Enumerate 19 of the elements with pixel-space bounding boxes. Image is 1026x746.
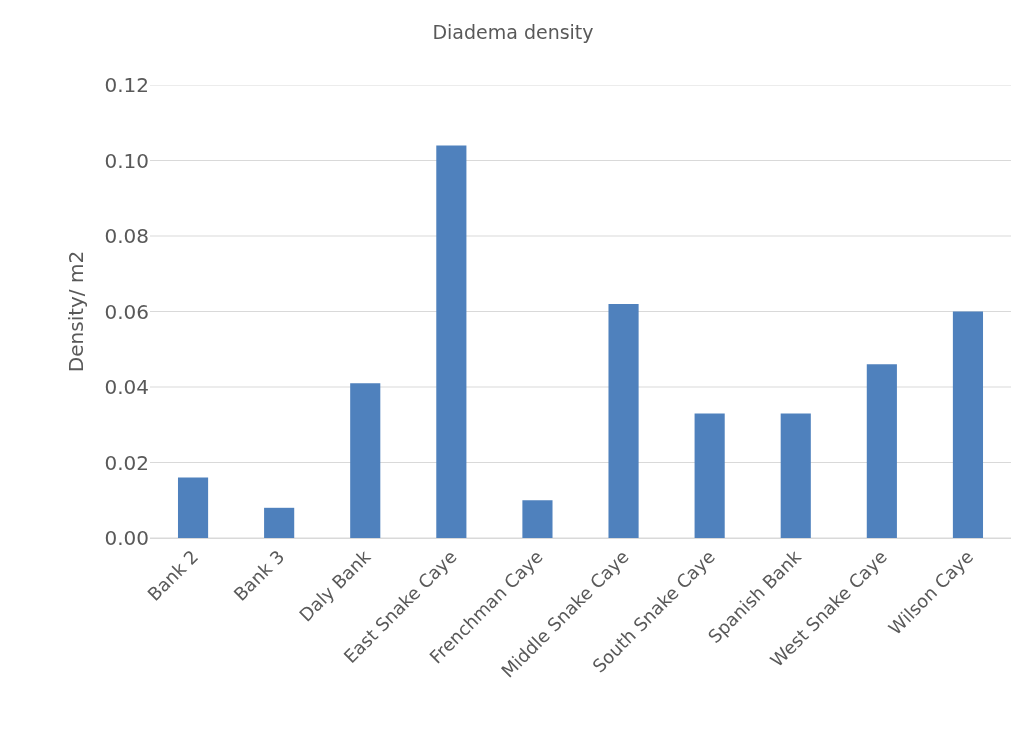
bar — [608, 303, 639, 538]
chart-title: Diadema density — [432, 21, 594, 44]
y-tick-label: 0.10 — [104, 148, 149, 173]
bar — [694, 413, 725, 538]
y-tick-label: 0.04 — [104, 375, 149, 399]
bar — [952, 311, 984, 538]
y-tick-label: 0.12 — [104, 73, 149, 97]
y-tick-label: 0.08 — [104, 224, 149, 248]
bar — [522, 500, 553, 538]
bar — [177, 477, 209, 538]
bar — [436, 145, 467, 538]
bar — [350, 383, 381, 538]
y-tick-label: 0.00 — [104, 526, 149, 550]
bar — [264, 507, 295, 538]
bar — [780, 413, 811, 538]
y-tick-label: 0.02 — [104, 450, 149, 475]
bar — [866, 364, 897, 538]
y-axis-title: Density/ m2 — [63, 250, 88, 373]
y-tick-label: 0.06 — [104, 299, 149, 324]
